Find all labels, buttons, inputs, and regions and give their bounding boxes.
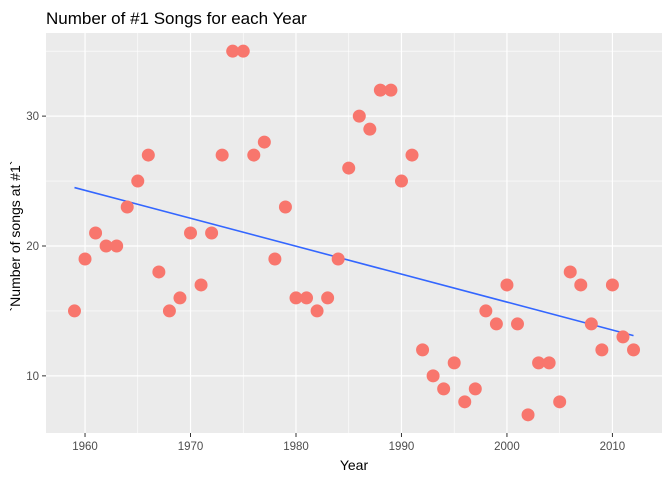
data-point (78, 252, 92, 266)
data-point (521, 408, 535, 422)
data-point (563, 265, 577, 279)
grid-minor (46, 33, 662, 433)
data-point (510, 317, 524, 331)
data-point (405, 148, 419, 162)
data-point (479, 304, 493, 318)
data-point (184, 226, 198, 240)
data-point (67, 304, 81, 318)
data-point (131, 174, 145, 188)
y-tick-label: 30 (26, 111, 39, 123)
data-point (110, 239, 124, 253)
data-point (384, 83, 398, 97)
data-point (595, 343, 609, 357)
data-point (363, 122, 377, 136)
data-point (89, 226, 103, 240)
data-point (574, 278, 588, 292)
data-point (627, 343, 641, 357)
data-point (605, 278, 619, 292)
data-point (447, 356, 461, 370)
data-point (310, 304, 324, 318)
data-point (500, 278, 514, 292)
data-point (289, 291, 303, 305)
trend-line (74, 186, 634, 337)
data-point (532, 356, 546, 370)
data-point (342, 161, 356, 175)
data-point (584, 317, 598, 331)
data-point (99, 239, 113, 253)
plot-panel (46, 33, 662, 433)
data-point (215, 148, 229, 162)
data-point (268, 252, 282, 266)
data-point (553, 395, 567, 409)
data-point (616, 330, 630, 344)
x-tick-label: 2000 (494, 441, 520, 453)
data-point (205, 226, 219, 240)
chart-title: Number of #1 Songs for each Year (46, 9, 307, 28)
data-point (278, 200, 292, 214)
data-point (437, 382, 451, 396)
data-point (352, 109, 366, 123)
data-point (321, 291, 335, 305)
x-tick-label: 1970 (178, 441, 204, 453)
data-point (173, 291, 187, 305)
y-axis-title: `Number of songs at #1` (7, 161, 23, 312)
x-tick-label: 1980 (283, 441, 309, 453)
data-point (458, 395, 472, 409)
data-point (162, 304, 176, 318)
data-point (542, 356, 556, 370)
data-point (373, 83, 387, 97)
data-point (152, 265, 166, 279)
y-tick-label: 20 (26, 241, 39, 253)
data-point (331, 252, 345, 266)
data-point (141, 148, 155, 162)
x-tick-label: 2010 (600, 441, 626, 453)
y-tick-label: 10 (26, 371, 39, 383)
x-axis-ticks: 1960 1970 1980 1990 2000 2010 (72, 433, 625, 453)
data-point (194, 278, 208, 292)
data-point (226, 44, 240, 58)
data-point (247, 148, 261, 162)
x-tick-label: 1990 (389, 441, 415, 453)
data-point (416, 343, 430, 357)
data-point (394, 174, 408, 188)
x-tick-label: 1960 (72, 441, 98, 453)
x-axis-title: Year (340, 457, 369, 473)
data-point (236, 44, 250, 58)
y-axis-ticks: 10 20 30 (26, 111, 46, 383)
data-point (468, 382, 482, 396)
data-point (300, 291, 314, 305)
data-point (489, 317, 503, 331)
data-point (120, 200, 134, 214)
data-point (257, 135, 271, 149)
data-point (426, 369, 440, 383)
data-points (67, 44, 641, 422)
